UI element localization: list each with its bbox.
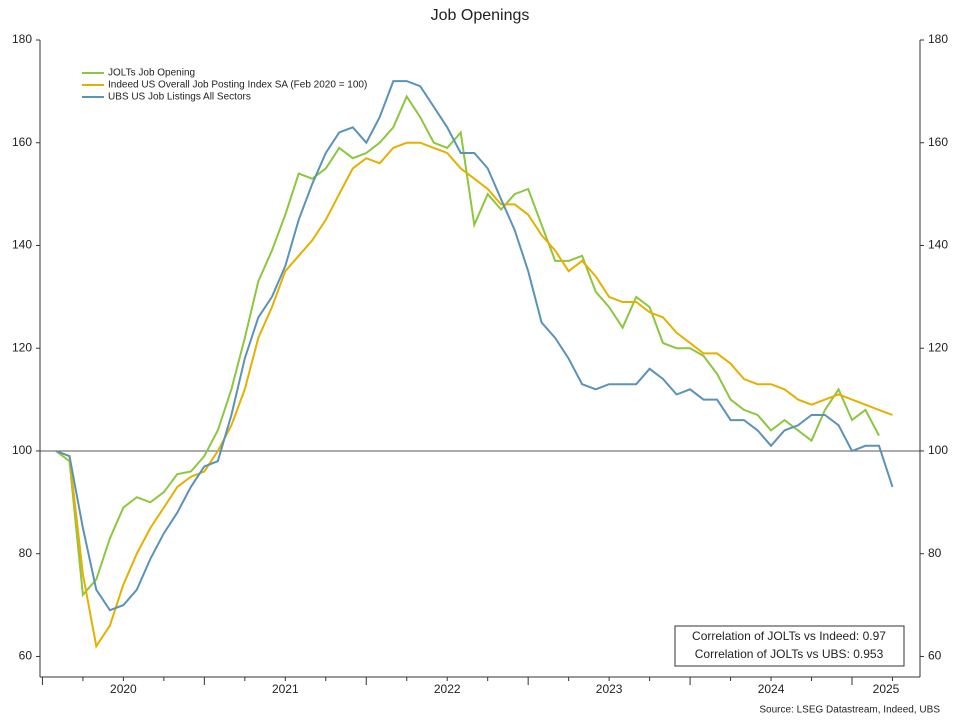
x-tick-label: 2023 <box>596 682 623 696</box>
annotation: Correlation of JOLTs vs Indeed: 0.97 <box>692 629 886 643</box>
annotation: Correlation of JOLTs vs UBS: 0.953 <box>695 647 884 661</box>
y-tick-label: 100 <box>12 443 32 457</box>
x-tick-label: 2020 <box>110 682 137 696</box>
x-tick-label: 2021 <box>272 682 299 696</box>
x-tick-label: 2025 <box>873 682 900 696</box>
legend-label: UBS US Job Listings All Sectors <box>108 92 251 103</box>
x-tick-label: 2024 <box>758 682 785 696</box>
y-tick-label: 120 <box>12 340 32 354</box>
y-tick-label: 140 <box>12 238 32 252</box>
chart-title: Job Openings <box>431 7 530 24</box>
source: Source: LSEG Datastream, Indeed, UBS <box>759 705 940 716</box>
y-tick-label: 180 <box>12 32 32 46</box>
y-tick-label: 80 <box>928 546 942 560</box>
y-tick-label: 180 <box>928 32 948 46</box>
y-tick-label: 120 <box>928 340 948 354</box>
series-line <box>55 141 893 649</box>
y-tick-label: 160 <box>928 135 948 149</box>
series-line <box>55 94 880 598</box>
y-tick-label: 80 <box>19 546 33 560</box>
series-line <box>55 80 894 612</box>
x-tick-label: 2022 <box>434 682 461 696</box>
y-tick-label: 100 <box>928 443 948 457</box>
annotation-box <box>674 625 905 667</box>
y-tick-label: 140 <box>928 238 948 252</box>
legend-label: JOLTs Job Opening <box>108 68 195 79</box>
y-tick-label: 160 <box>12 135 32 149</box>
y-tick-label: 60 <box>19 649 33 663</box>
legend-label: Indeed US Overall Job Posting Index SA (… <box>108 80 367 91</box>
y-tick-label: 60 <box>928 649 942 663</box>
